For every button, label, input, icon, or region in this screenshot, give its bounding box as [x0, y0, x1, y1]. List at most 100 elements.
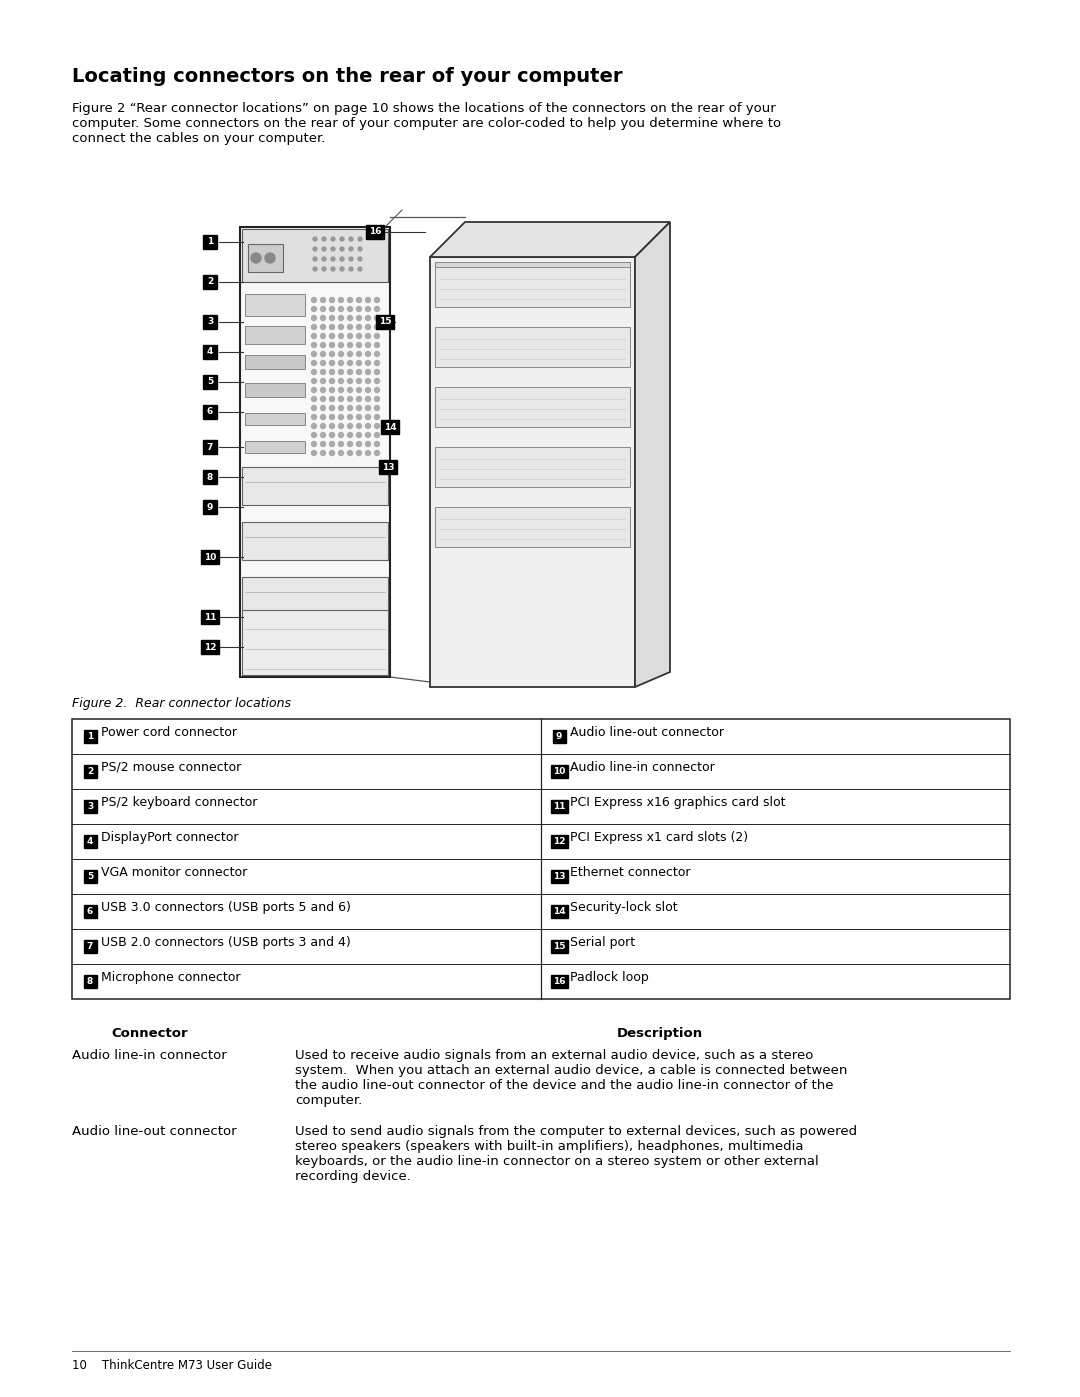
Circle shape [365, 387, 370, 393]
Text: 15: 15 [379, 317, 391, 327]
Circle shape [338, 415, 343, 419]
Circle shape [321, 441, 325, 447]
Circle shape [348, 334, 352, 338]
Text: 15: 15 [553, 942, 565, 951]
Circle shape [365, 324, 370, 330]
Circle shape [365, 352, 370, 356]
Circle shape [365, 423, 370, 429]
Text: USB 3.0 connectors (USB ports 5 and 6): USB 3.0 connectors (USB ports 5 and 6) [102, 901, 351, 914]
Circle shape [348, 298, 352, 303]
Circle shape [311, 423, 316, 429]
Text: Used to receive audio signals from an external audio device, such as a stereo
sy: Used to receive audio signals from an ex… [295, 1049, 848, 1106]
Circle shape [311, 405, 316, 411]
Text: DisplayPort connector: DisplayPort connector [102, 831, 239, 844]
Circle shape [348, 360, 352, 366]
Circle shape [321, 324, 325, 330]
Circle shape [338, 316, 343, 320]
Circle shape [356, 352, 362, 356]
Circle shape [321, 433, 325, 437]
Circle shape [356, 405, 362, 411]
Circle shape [329, 306, 335, 312]
Text: 16: 16 [368, 228, 381, 236]
Bar [203, 314, 217, 330]
Circle shape [356, 397, 362, 401]
Circle shape [338, 298, 343, 303]
Circle shape [365, 342, 370, 348]
Circle shape [329, 397, 335, 401]
Circle shape [357, 257, 362, 261]
Circle shape [311, 360, 316, 366]
Circle shape [311, 316, 316, 320]
Text: 9: 9 [556, 732, 563, 740]
Circle shape [329, 415, 335, 419]
Circle shape [375, 306, 379, 312]
Text: Connector: Connector [111, 1027, 188, 1039]
Text: 14: 14 [383, 422, 396, 432]
Circle shape [340, 237, 345, 242]
Text: Used to send audio signals from the computer to external devices, such as powere: Used to send audio signals from the comp… [295, 1125, 858, 1183]
Bar [376, 314, 394, 330]
Circle shape [348, 433, 352, 437]
Text: Security-lock slot: Security-lock slot [570, 901, 677, 914]
Circle shape [340, 257, 345, 261]
Bar [245, 441, 305, 453]
Bar [245, 383, 305, 397]
Circle shape [330, 257, 335, 261]
Bar [551, 800, 567, 813]
Circle shape [330, 237, 335, 242]
Circle shape [349, 267, 353, 271]
Circle shape [329, 298, 335, 303]
Circle shape [329, 387, 335, 393]
Circle shape [365, 316, 370, 320]
Circle shape [329, 379, 335, 384]
Text: 8: 8 [86, 977, 93, 986]
Circle shape [348, 342, 352, 348]
Circle shape [321, 379, 325, 384]
Circle shape [357, 237, 362, 242]
Circle shape [321, 352, 325, 356]
Bar [435, 263, 630, 277]
Circle shape [311, 450, 316, 455]
Circle shape [338, 342, 343, 348]
Circle shape [349, 247, 353, 251]
Bar [203, 345, 217, 359]
Circle shape [349, 257, 353, 261]
Bar [430, 257, 635, 687]
Circle shape [356, 298, 362, 303]
Circle shape [356, 334, 362, 338]
Circle shape [338, 387, 343, 393]
Circle shape [311, 324, 316, 330]
Circle shape [356, 387, 362, 393]
Circle shape [348, 441, 352, 447]
Bar [242, 522, 388, 560]
Text: 16: 16 [553, 977, 565, 986]
Bar [551, 975, 567, 988]
Text: 6: 6 [86, 907, 93, 916]
Bar [240, 226, 390, 678]
Text: Padlock loop: Padlock loop [570, 971, 649, 983]
Text: PCI Express x1 card slots (2): PCI Express x1 card slots (2) [570, 831, 748, 844]
Circle shape [311, 379, 316, 384]
Text: 9: 9 [206, 503, 213, 511]
Text: Figure 2 “Rear connector locations” on page 10 shows the locations of the connec: Figure 2 “Rear connector locations” on p… [72, 102, 781, 145]
Text: 1: 1 [207, 237, 213, 246]
Circle shape [330, 267, 335, 271]
Circle shape [329, 433, 335, 437]
Text: 14: 14 [553, 907, 565, 916]
Bar [83, 870, 96, 883]
Circle shape [356, 433, 362, 437]
Circle shape [356, 441, 362, 447]
Text: VGA monitor connector: VGA monitor connector [102, 866, 247, 879]
Text: 6: 6 [207, 408, 213, 416]
Circle shape [356, 324, 362, 330]
Circle shape [375, 342, 379, 348]
Bar [203, 405, 217, 419]
Circle shape [329, 405, 335, 411]
Circle shape [348, 316, 352, 320]
Circle shape [375, 298, 379, 303]
Circle shape [348, 379, 352, 384]
Circle shape [329, 324, 335, 330]
Circle shape [321, 450, 325, 455]
Bar [242, 577, 388, 615]
Bar [83, 766, 96, 778]
